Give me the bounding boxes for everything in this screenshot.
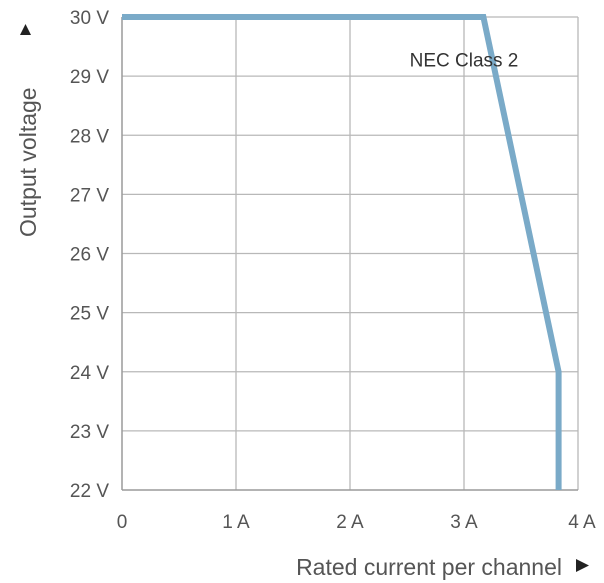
grid: [122, 16, 579, 490]
plot-frame: [121, 17, 578, 491]
x-tick-label: 4 A: [568, 512, 596, 533]
y-tick-label: 24 V: [70, 363, 109, 384]
x-tick-label: 3 A: [450, 512, 478, 533]
series-group: [121, 14, 562, 491]
x-tick-label: 2 A: [336, 512, 364, 533]
annotation-nec-class-2: NEC Class 2: [410, 51, 519, 72]
annotations: NEC Class 2: [410, 51, 519, 72]
y-tick-label: 23 V: [70, 422, 109, 443]
series-line-0: [122, 14, 562, 490]
x-tick-label: 1 A: [222, 512, 250, 533]
y-axis-title: Output voltage: [15, 87, 41, 237]
y-tick-label: 26 V: [70, 245, 109, 266]
x-tick-label: 0: [117, 512, 128, 533]
y-tick-labels: 22 V 23 V 24 V 25 V 26 V 27 V 28 V 29 V 30 V: [70, 8, 109, 502]
x-axis-title: Rated current per channel: [296, 554, 562, 580]
y-tick-label: 22 V: [70, 481, 109, 502]
y-tick-label: 30 V: [70, 8, 109, 29]
y-tick-label: 29 V: [70, 67, 109, 88]
up-triangle-icon: [20, 24, 31, 35]
right-triangle-icon: [576, 559, 589, 572]
y-tick-label: 28 V: [70, 126, 109, 147]
y-tick-label: 27 V: [70, 185, 109, 206]
y-tick-label: 25 V: [70, 304, 109, 325]
x-tick-labels: 0 1 A 2 A 3 A 4 A: [117, 512, 596, 533]
